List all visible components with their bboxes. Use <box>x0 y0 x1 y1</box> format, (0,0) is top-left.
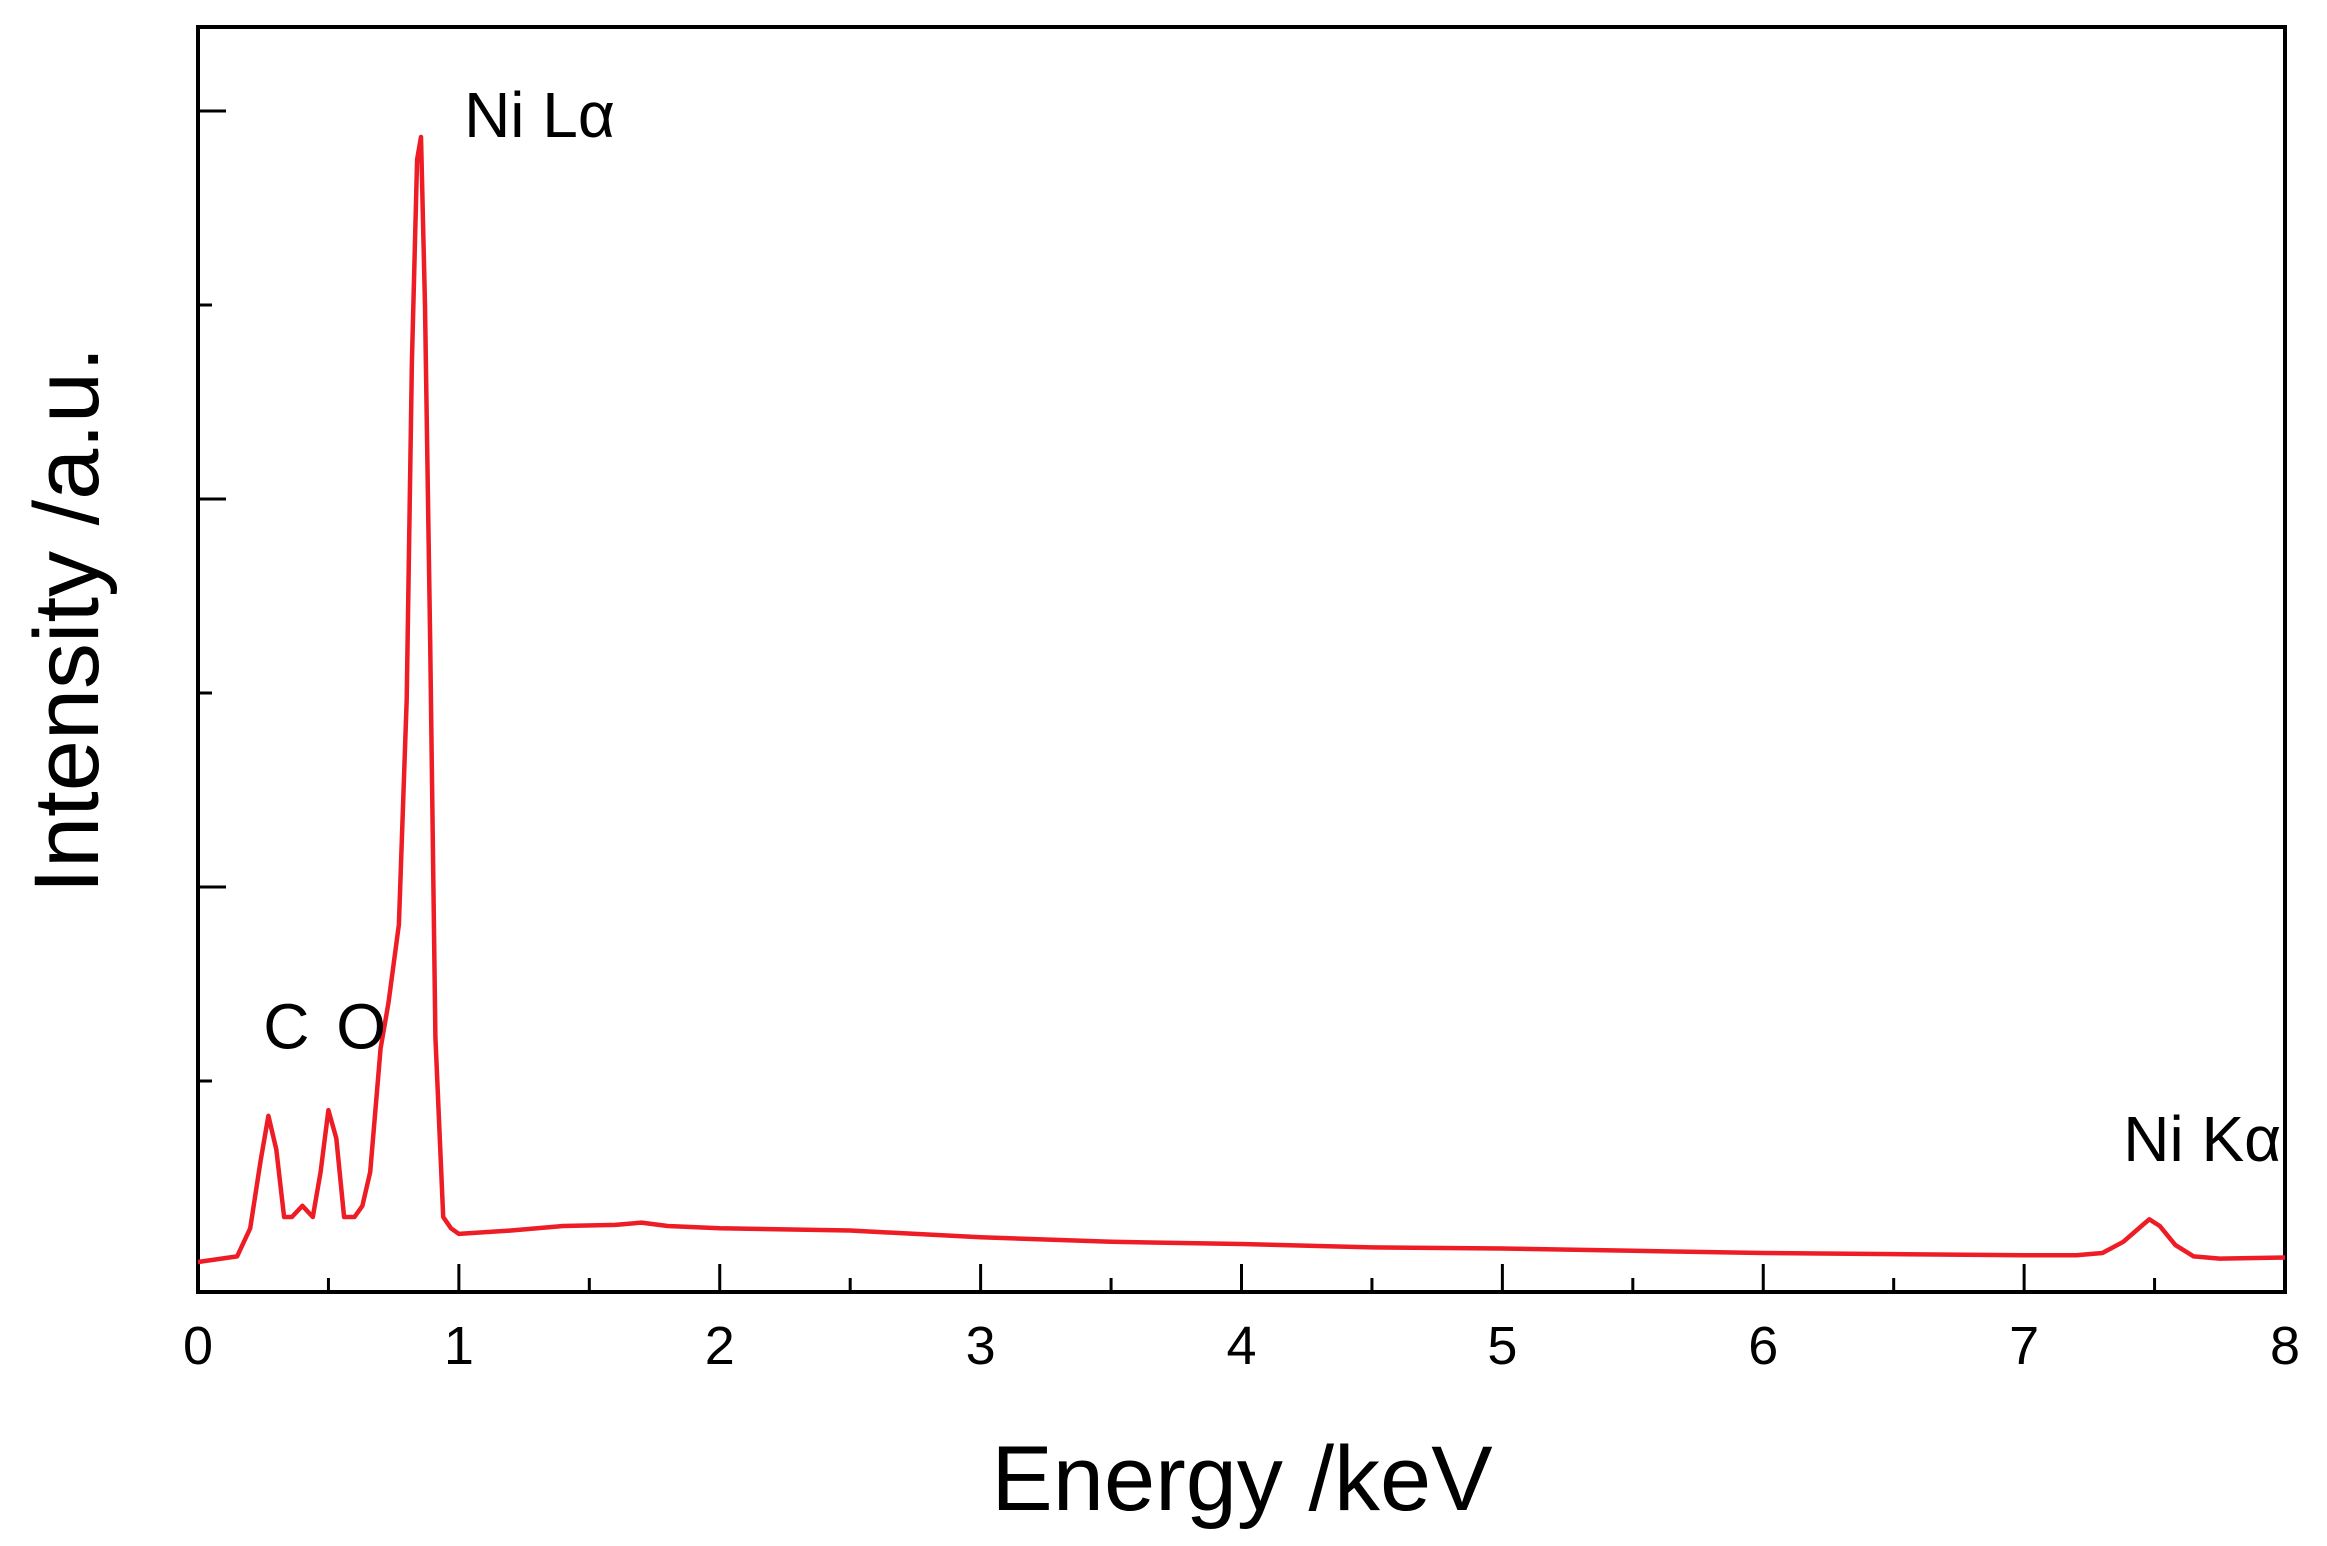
x-tick-label-3: 3 <box>966 1316 996 1376</box>
x-tick-label-1: 1 <box>444 1316 474 1376</box>
series-line-spectrum <box>197 134 2286 1265</box>
x-axis-tick-labels: 0 1 2 3 4 5 6 7 8 <box>183 1316 2300 1376</box>
y-axis-title: Intensity /a.u. <box>16 346 118 893</box>
plot-frame <box>196 25 2287 1294</box>
peak-label-c: C <box>263 990 309 1062</box>
x-tick-label-4: 4 <box>1226 1316 1256 1376</box>
x-tick-label-0: 0 <box>183 1316 213 1376</box>
x-tick-label-7: 7 <box>2009 1316 2039 1376</box>
x-tick-label-2: 2 <box>705 1316 735 1376</box>
peak-label-ni-ka: Ni Kα <box>2123 1103 2281 1175</box>
x-tick-label-5: 5 <box>1487 1316 1517 1376</box>
y-axis-ticks <box>198 109 226 1083</box>
x-axis-title: Energy /keV <box>991 1428 1492 1530</box>
x-axis-ticks <box>196 1264 2287 1292</box>
x-tick-label-8: 8 <box>2270 1316 2300 1376</box>
peak-label-ni-la: Ni Lα <box>464 79 615 151</box>
x-tick-label-6: 6 <box>1748 1316 1778 1376</box>
peak-label-o: O <box>336 990 386 1062</box>
peak-annotations: C O Ni Lα Ni Kα <box>263 79 2281 1175</box>
